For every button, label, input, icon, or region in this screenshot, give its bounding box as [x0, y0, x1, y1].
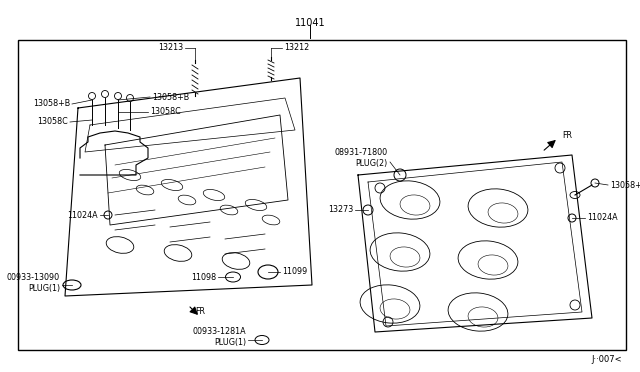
Text: 00933-13090
PLUG(1): 00933-13090 PLUG(1) — [7, 273, 60, 293]
Text: J··007<: J··007< — [591, 356, 622, 365]
Text: 13058C: 13058C — [37, 118, 68, 126]
Text: 11098: 11098 — [191, 273, 216, 282]
Text: 11099: 11099 — [282, 267, 307, 276]
Text: 11024A: 11024A — [67, 211, 98, 219]
Text: 13058+A: 13058+A — [610, 180, 640, 189]
Text: 00933-1281A
PLUG(1): 00933-1281A PLUG(1) — [193, 327, 246, 347]
Text: 08931-71800
PLUG(2): 08931-71800 PLUG(2) — [335, 148, 388, 168]
Text: 13273: 13273 — [328, 205, 353, 215]
Text: 11041: 11041 — [294, 18, 325, 28]
Text: 13058C: 13058C — [150, 108, 180, 116]
Text: 11024A: 11024A — [587, 214, 618, 222]
Text: 13212: 13212 — [284, 44, 309, 52]
Text: FR: FR — [562, 131, 572, 140]
Text: 13058+B: 13058+B — [152, 93, 189, 102]
Text: FR: FR — [195, 308, 205, 317]
Text: 13058+B: 13058+B — [33, 99, 70, 109]
Text: 13213: 13213 — [158, 44, 183, 52]
Bar — [18, 40, 626, 350]
